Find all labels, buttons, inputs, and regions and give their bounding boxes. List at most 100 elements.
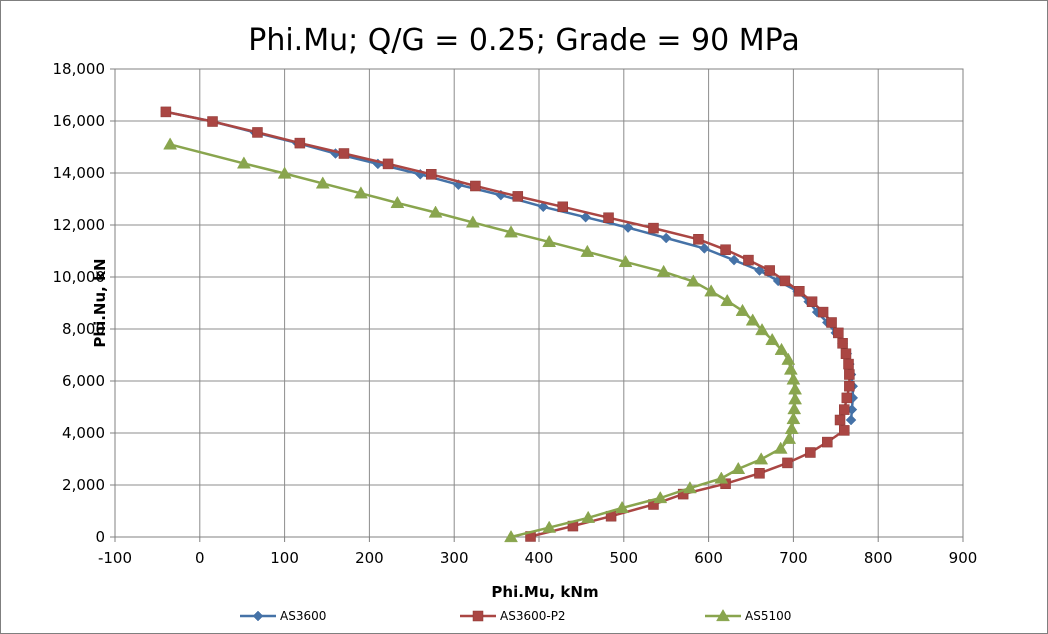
data-point-as5100	[765, 332, 780, 346]
data-point-as5100	[653, 490, 668, 504]
data-point-as5100	[686, 274, 701, 287]
series-layer	[160, 106, 859, 543]
data-point-as3600-p2	[603, 212, 614, 223]
x-tick-label: 700	[779, 549, 808, 567]
data-point-as5100	[774, 342, 789, 355]
data-point-as3600-p2	[720, 478, 731, 489]
x-tick-label: 100	[270, 549, 299, 567]
data-point-as3600-p2	[252, 127, 263, 138]
y-tick-label: 2,000	[62, 476, 105, 494]
data-point-as5100	[786, 372, 801, 385]
data-point-as3600	[537, 201, 549, 213]
x-tick-label: 600	[694, 549, 723, 567]
tick-label-layer: -100 0 100 200 300 400 500 600 700 800 900 0 2,000 4,…	[53, 60, 978, 567]
data-point-as3600-p2	[794, 286, 805, 297]
legend: AS3600 AS3600-P2 AS5100	[240, 608, 791, 623]
x-tick-label: -100	[98, 549, 132, 567]
x-tick-label: 0	[195, 549, 205, 567]
data-point-as3600-p2	[720, 244, 731, 255]
data-point-as3600-p2	[833, 327, 844, 339]
data-point-as5100	[390, 195, 405, 209]
x-tick-label: 300	[440, 549, 469, 567]
data-point-as5100	[580, 244, 595, 257]
data-point-as3600-p2	[754, 468, 765, 479]
data-point-as5100	[783, 362, 798, 375]
data-point-as5100	[163, 137, 178, 150]
data-point-as3600-p2	[839, 404, 850, 415]
data-point-as5100	[754, 452, 769, 465]
x-tick-label: 400	[525, 549, 554, 567]
data-point-as3600-p2	[160, 106, 172, 118]
data-point-as5100	[714, 471, 729, 484]
legend-marker	[716, 608, 730, 622]
data-point-as5100	[277, 166, 292, 179]
data-point-as3600-p2	[841, 392, 853, 404]
data-point-as3600-p2	[844, 369, 855, 380]
legend-item-as3600: AS3600	[240, 609, 326, 623]
x-tick-label: 200	[355, 549, 384, 567]
y-tick-label: 10,000	[53, 268, 106, 286]
data-point-as5100	[465, 215, 480, 228]
y-tick-label: 12,000	[53, 216, 106, 234]
x-tick-label: 800	[864, 549, 893, 567]
legend-label: AS5100	[745, 609, 791, 623]
data-point-as3600-p2	[806, 296, 818, 307]
data-point-as3600-p2	[207, 116, 218, 127]
data-point-as5100	[315, 176, 330, 189]
data-point-as3600-p2	[779, 275, 791, 287]
data-point-as3600-p2	[837, 338, 848, 349]
x-tick-label: 900	[949, 549, 978, 567]
data-point-as5100	[618, 254, 633, 268]
data-point-as3600-p2	[822, 436, 833, 448]
x-axis-label: Phi.Mu, kNm	[491, 583, 598, 601]
y-tick-label: 14,000	[53, 164, 106, 182]
data-point-as3600-p2	[840, 348, 852, 359]
y-tick-label: 18,000	[53, 60, 106, 78]
data-point-as3600-p2	[834, 414, 846, 426]
data-point-as5100	[704, 284, 719, 297]
data-point-as3600	[845, 414, 857, 426]
data-point-as3600-p2	[693, 234, 704, 245]
data-point-as5100	[353, 186, 368, 199]
legend-label: AS3600	[280, 609, 326, 623]
data-point-as3600	[622, 222, 634, 233]
legend-item-as3600-p2: AS3600-P2	[460, 609, 566, 623]
data-point-as5100	[731, 461, 746, 475]
data-point-as3600-p2	[512, 191, 524, 202]
data-point-as5100	[720, 293, 735, 307]
data-point-as3600-p2	[557, 201, 568, 213]
data-point-as5100	[656, 264, 671, 277]
data-point-as5100	[781, 352, 796, 365]
data-point-as3600-p2	[426, 169, 437, 180]
data-point-as5100	[782, 431, 797, 444]
legend-marker	[472, 610, 484, 622]
data-point-as3600-p2	[826, 317, 837, 328]
data-point-as5100	[683, 481, 697, 494]
data-point-as5100	[735, 303, 750, 316]
data-point-as5100	[542, 520, 557, 533]
legend-marker	[252, 610, 264, 622]
data-point-as3600-p2	[338, 148, 350, 159]
series-as3600-p2	[160, 106, 855, 542]
data-point-as3600	[660, 232, 672, 244]
data-point-as5100	[784, 421, 799, 434]
series-as5100	[163, 137, 803, 543]
data-point-as5100	[581, 510, 596, 523]
data-point-as3600-p2	[470, 180, 481, 192]
data-point-as3600-p2	[839, 425, 850, 436]
data-point-as5100	[786, 411, 801, 425]
data-point-as5100	[745, 313, 760, 326]
y-tick-label: 16,000	[53, 112, 106, 130]
data-point-as3600-p2	[764, 265, 775, 276]
data-point-as5100	[542, 234, 557, 248]
data-point-as5100	[236, 156, 251, 169]
data-point-as5100	[504, 529, 518, 543]
data-point-as5100	[428, 205, 443, 218]
data-point-as5100	[773, 441, 788, 454]
legend-item-as5100: AS5100	[705, 608, 791, 623]
data-point-as3600-p2	[805, 447, 816, 458]
x-tick-label: 500	[609, 549, 638, 567]
data-point-as3600	[728, 254, 740, 266]
